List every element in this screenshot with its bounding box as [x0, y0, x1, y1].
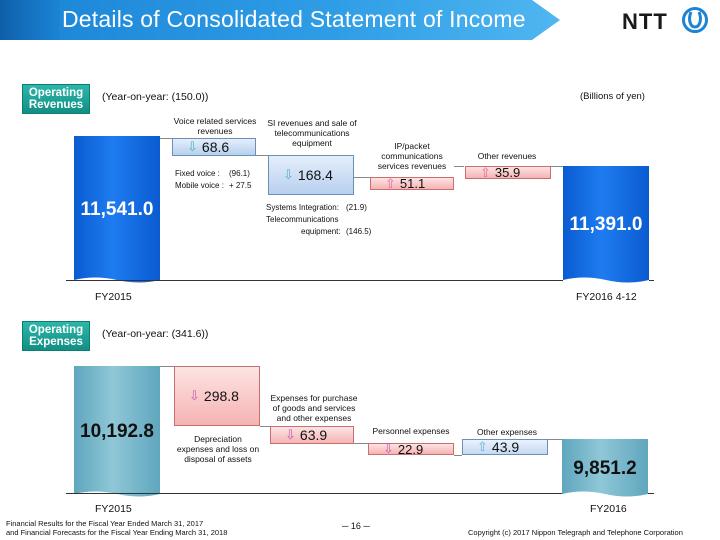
personnel-label: Personnel expenses [372, 426, 450, 436]
telecom-label-2: equipment: [301, 227, 341, 236]
voice-delta-box: ⇩ 68.6 [172, 138, 256, 156]
fy2016-revenue-label: FY2016 4-12 [576, 291, 637, 303]
purchase-label: Expenses for purchase of goods and servi… [270, 393, 358, 423]
ip-delta-box: ⇧ 51.1 [370, 175, 454, 191]
telecom-label-1: Telecommunications [266, 215, 339, 224]
voice-label: Voice related services revenues [173, 116, 257, 136]
si-label: SI revenues and sale of telecommunicatio… [267, 118, 357, 148]
other-revenues-delta-value: 35.9 [494, 165, 521, 180]
telecom-value: (146.5) [346, 227, 372, 236]
expenses-yoy: (Year-on-year: (341.6)) [102, 328, 209, 340]
depreciation-connector [160, 366, 174, 367]
ip-connector [354, 177, 370, 178]
fy2015-revenue-column: 11,541.0 [74, 136, 160, 285]
other-expenses-delta-value: 43.9 [491, 439, 520, 455]
ip-label: IP/packet communications services revenu… [377, 141, 447, 171]
footer-left-line2: and Financial Forecasts for the Fiscal Y… [6, 528, 228, 537]
up-arrow-icon: ⇧ [480, 164, 491, 180]
down-arrow-icon: ⇩ [285, 427, 296, 442]
si-integration-value: (21.9) [346, 203, 367, 212]
personnel-connector [354, 443, 368, 444]
revenue-baseline [66, 280, 654, 281]
other-expenses-connector [454, 455, 462, 456]
fy2015-revenue-label: FY2015 [95, 291, 132, 303]
voice-delta-value: 68.6 [201, 139, 230, 155]
up-arrow-icon: ⇧ [385, 175, 396, 191]
revenues-yoy: (Year-on-year: (150.0)) [102, 91, 209, 103]
purchase-connector [260, 426, 270, 427]
page-number: ─ 16 ─ [342, 521, 370, 531]
title-bar [0, 0, 560, 40]
operating-revenues-badge: Operating Revenues [22, 84, 90, 114]
down-arrow-icon: ⇩ [283, 167, 294, 182]
fy2016-expense-column: 9,851.2 [562, 439, 648, 499]
end-revenue-connector [551, 166, 563, 167]
other-expenses-delta-box: ⇧ 43.9 [462, 439, 548, 455]
voice-connector [160, 138, 172, 139]
operating-expenses-badge: Operating Expenses [22, 321, 90, 351]
fy2015-expense-label: FY2015 [95, 503, 132, 515]
fy2015-revenue-value: 11,541.0 [80, 199, 154, 220]
ip-delta-value: 51.1 [399, 176, 426, 191]
mobile-voice-label: Mobile voice : [175, 181, 224, 190]
si-integration-label: Systems Integration: [266, 203, 339, 212]
depreciation-delta-value: 298.8 [203, 388, 239, 404]
footer-left-line1: Financial Results for the Fiscal Year En… [6, 519, 204, 528]
expense-baseline [66, 493, 654, 494]
depreciation-label: Depreciation expenses and loss on dispos… [176, 434, 260, 464]
si-delta-value: 168.4 [297, 167, 333, 183]
ntt-logo-icon [682, 7, 708, 33]
ntt-logo-text: NTT [622, 9, 668, 34]
depreciation-delta-box: ⇩ 298.8 [174, 366, 260, 426]
copyright: Copyright (c) 2017 Nippon Telegraph and … [468, 528, 683, 537]
page-title: Details of Consolidated Statement of Inc… [62, 6, 526, 32]
down-arrow-icon: ⇩ [383, 441, 394, 456]
personnel-delta-box: ⇩ 22.9 [368, 441, 454, 457]
si-connector [256, 155, 268, 156]
down-arrow-icon: ⇩ [187, 139, 198, 154]
other-revenues-delta-box: ⇧ 35.9 [465, 164, 551, 180]
mobile-voice-value: + 27.5 [229, 181, 252, 190]
fy2015-expense-value: 10,192.8 [80, 421, 154, 442]
unit-label: (Billions of yen) [580, 91, 645, 102]
fy2016-expense-label: FY2016 [590, 503, 627, 515]
down-arrow-icon: ⇩ [189, 388, 200, 403]
purchase-delta-value: 63.9 [299, 427, 328, 443]
fy2016-revenue-column: 11,391.0 [563, 166, 649, 285]
fy2015-expense-column: 10,192.8 [74, 366, 160, 499]
end-expense-connector [548, 439, 562, 440]
other-expenses-label: Other expenses [476, 427, 537, 437]
other-revenues-connector [454, 166, 464, 167]
fixed-voice-label: Fixed voice : [175, 169, 220, 178]
up-arrow-icon: ⇧ [477, 439, 488, 454]
personnel-delta-value: 22.9 [397, 441, 424, 457]
si-delta-box: ⇩ 168.4 [268, 155, 354, 195]
fy2016-expense-value: 9,851.2 [573, 457, 637, 479]
fixed-voice-value: (96.1) [229, 169, 250, 178]
fy2016-revenue-value: 11,391.0 [569, 214, 643, 235]
other-revenues-label: Other revenues [477, 151, 537, 161]
purchase-delta-box: ⇩ 63.9 [270, 426, 354, 444]
